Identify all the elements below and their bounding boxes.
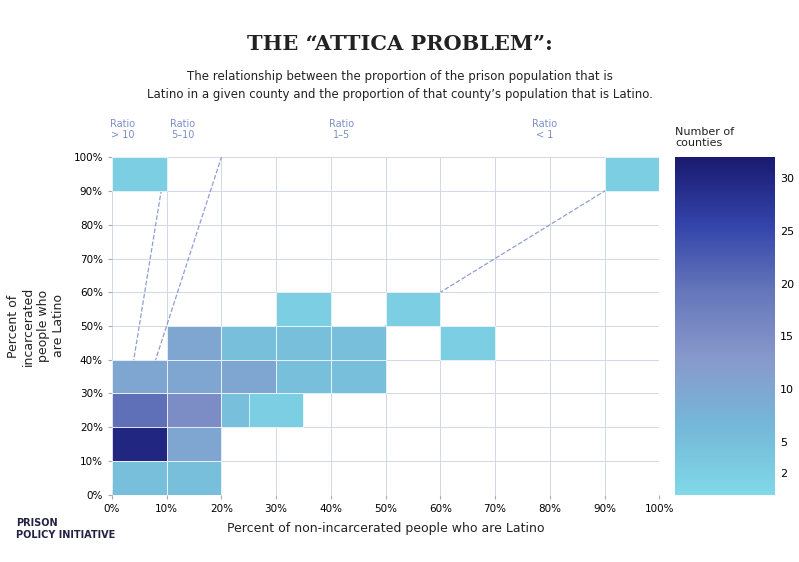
Bar bbox=[112, 427, 167, 461]
Bar bbox=[386, 292, 440, 326]
Bar bbox=[276, 360, 331, 393]
Bar bbox=[221, 393, 276, 427]
Text: The relationship between the proportion of the prison population that is
Latino : The relationship between the proportion … bbox=[146, 70, 653, 101]
Bar bbox=[221, 360, 276, 393]
Text: Ratio
< 1: Ratio < 1 bbox=[532, 119, 557, 140]
Bar bbox=[167, 326, 221, 360]
Y-axis label: Percent of
incarcerated
people who
are Latino: Percent of incarcerated people who are L… bbox=[7, 286, 65, 366]
Bar bbox=[276, 292, 331, 326]
Text: Ratio
5–10: Ratio 5–10 bbox=[170, 119, 196, 140]
Bar bbox=[112, 157, 167, 191]
Bar bbox=[276, 326, 331, 360]
Bar bbox=[112, 360, 167, 393]
Text: Number of
counties: Number of counties bbox=[675, 126, 734, 148]
Bar bbox=[440, 326, 495, 360]
Text: THE “ATTICA PROBLEM”:: THE “ATTICA PROBLEM”: bbox=[247, 34, 552, 54]
Bar bbox=[167, 393, 221, 427]
Bar bbox=[221, 326, 276, 360]
Bar bbox=[331, 360, 386, 393]
Text: Ratio
1–5: Ratio 1–5 bbox=[329, 119, 354, 140]
Bar bbox=[331, 326, 386, 360]
Bar bbox=[167, 461, 221, 495]
Bar bbox=[167, 360, 221, 393]
Bar bbox=[167, 427, 221, 461]
Bar bbox=[605, 157, 659, 191]
Bar bbox=[112, 393, 167, 427]
Bar bbox=[248, 393, 304, 427]
Text: Ratio
> 10: Ratio > 10 bbox=[110, 119, 135, 140]
Bar bbox=[112, 461, 167, 495]
Text: PRISON
POLICY INITIATIVE: PRISON POLICY INITIATIVE bbox=[16, 518, 115, 540]
X-axis label: Percent of non-incarcerated people who are Latino: Percent of non-incarcerated people who a… bbox=[227, 522, 544, 535]
